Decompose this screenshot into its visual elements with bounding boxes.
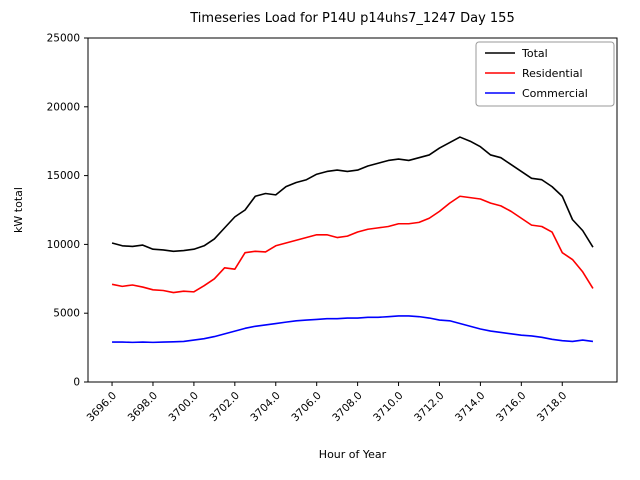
x-tick-label: 3698.0: [126, 390, 160, 424]
chart-title: Timeseries Load for P14U p14uhs7_1247 Da…: [189, 11, 514, 26]
x-tick-label: 3706.0: [289, 390, 323, 424]
x-tick-label: 3704.0: [248, 390, 282, 424]
x-tick-label: 3700.0: [167, 390, 201, 424]
series-total-line: [111, 136, 594, 253]
y-axis-label: kW total: [12, 187, 25, 233]
x-tick-label: 3708.0: [330, 390, 364, 424]
x-tick-label: 3696.0: [85, 390, 119, 424]
y-tick-label: 10000: [47, 239, 80, 251]
y-tick-label: 25000: [47, 33, 80, 45]
series-commercial-line: [112, 315, 594, 344]
x-tick-label: 3712.0: [412, 390, 446, 424]
x-tick-label: 3710.0: [371, 390, 405, 424]
x-tick-label: 3716.0: [494, 390, 528, 424]
x-tick-label: 3702.0: [207, 390, 241, 424]
y-tick-label: 20000: [47, 101, 80, 113]
x-tick-label: 3714.0: [453, 390, 487, 424]
plot-border: [87, 37, 618, 383]
y-tick-label: 5000: [53, 308, 80, 320]
x-axis-label: Hour of Year: [319, 448, 387, 461]
legend-label-commercial: Commercial: [522, 87, 588, 100]
legend-label-total: Total: [521, 47, 548, 60]
legend-label-residential: Residential: [522, 67, 583, 80]
y-tick-label: 0: [73, 377, 80, 389]
series-residential-line: [111, 195, 594, 294]
x-tick-label: 3718.0: [535, 390, 569, 424]
legend-box: [475, 41, 615, 107]
y-tick-label: 15000: [47, 170, 80, 182]
